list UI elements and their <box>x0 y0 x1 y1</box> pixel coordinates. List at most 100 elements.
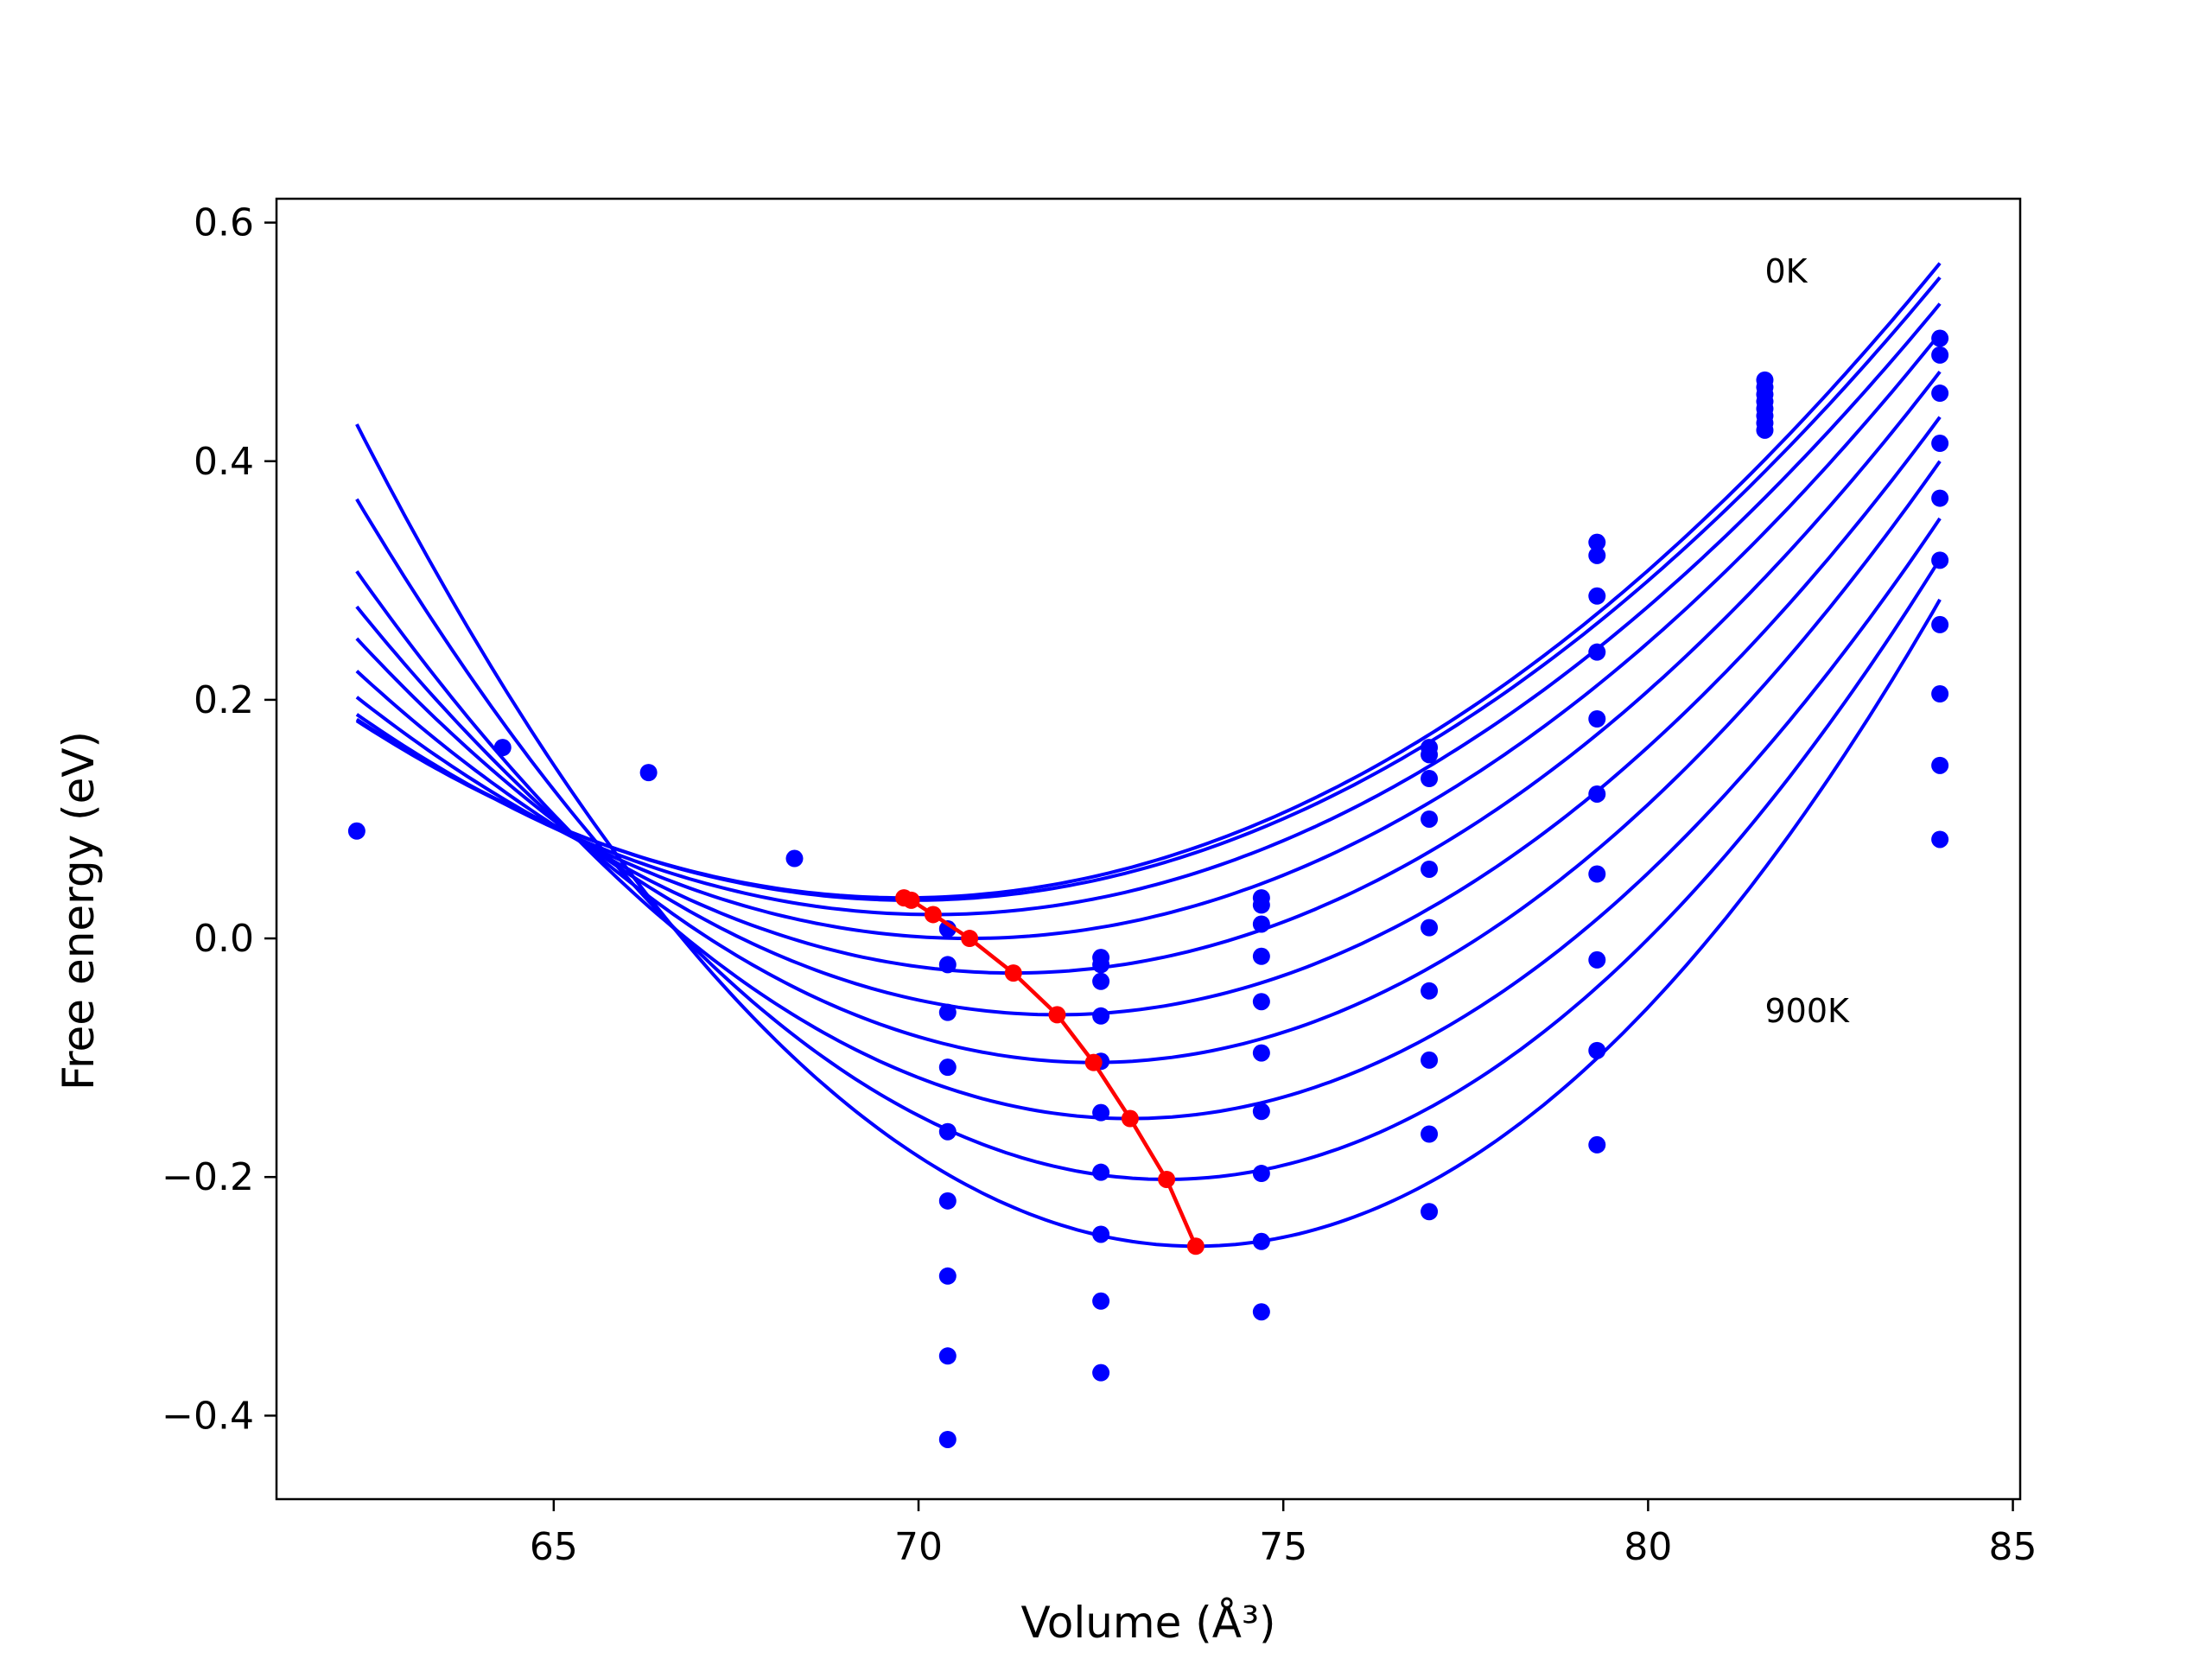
data-point-60 <box>1756 421 1774 439</box>
data-point-51 <box>1588 1041 1606 1059</box>
x-tick-label-2: 75 <box>1259 1525 1307 1569</box>
minimum-path <box>895 889 1205 1255</box>
data-point-31 <box>1252 1232 1270 1250</box>
fit-curves <box>355 262 1942 1249</box>
y-tick-label-5: 0.6 <box>194 201 254 245</box>
data-point-44 <box>1588 546 1606 564</box>
data-point-18 <box>1092 1103 1110 1122</box>
data-point-29 <box>1252 1103 1270 1121</box>
x-tick-label-0: 65 <box>530 1525 578 1569</box>
fit-curve-7 <box>355 517 1942 1121</box>
data-point-67 <box>1931 615 1949 633</box>
fit-curve-8 <box>355 498 1942 1182</box>
data-point-24 <box>1252 896 1270 914</box>
data-point-61 <box>1931 329 1949 347</box>
data-point-1 <box>493 739 512 757</box>
data-point-42 <box>1421 1203 1439 1221</box>
data-point-41 <box>1421 1125 1439 1143</box>
minimum-point-8 <box>1158 1170 1176 1188</box>
data-point-25 <box>1252 915 1270 933</box>
data-point-14 <box>1092 956 1110 974</box>
y-axis-label: Free energy (eV) <box>54 731 104 1090</box>
data-point-3 <box>785 849 804 868</box>
data-point-15 <box>1092 972 1110 990</box>
data-point-48 <box>1588 785 1606 803</box>
plot-frame <box>275 197 2022 1501</box>
minimum-point-2 <box>924 906 942 924</box>
data-point-37 <box>1421 860 1439 878</box>
x-tick-label-1: 70 <box>894 1525 943 1569</box>
data-point-64 <box>1931 435 1949 453</box>
data-point-35 <box>1421 770 1439 788</box>
x-tick-label-3: 80 <box>1624 1525 1672 1569</box>
annotation-0: 0K <box>1764 252 1808 290</box>
data-point-6 <box>938 1003 957 1021</box>
minimum-point-4 <box>1004 964 1022 982</box>
minimum-path-line <box>903 895 1198 1248</box>
data-point-19 <box>1092 1163 1110 1181</box>
data-point-62 <box>1931 346 1949 364</box>
data-point-28 <box>1252 1044 1270 1062</box>
y-tick-label-1: −0.2 <box>162 1155 254 1199</box>
data-point-46 <box>1588 643 1606 661</box>
data-point-16 <box>1092 1007 1110 1025</box>
minimum-point-3 <box>961 930 979 948</box>
x-axis-label: Volume (Å³) <box>1020 1598 1275 1648</box>
data-point-45 <box>1588 587 1606 605</box>
data-point-43 <box>1588 533 1606 551</box>
data-point-30 <box>1252 1165 1270 1183</box>
data-point-47 <box>1588 710 1606 728</box>
minimum-point-7 <box>1121 1109 1139 1128</box>
fit-curve-4 <box>355 370 1942 976</box>
data-point-65 <box>1931 489 1949 507</box>
minimum-point-9 <box>1186 1237 1205 1255</box>
data-point-40 <box>1421 1051 1439 1069</box>
data-point-7 <box>938 1058 957 1077</box>
data-point-26 <box>1252 947 1270 965</box>
data-point-36 <box>1421 810 1439 828</box>
minimum-point-1 <box>902 891 920 909</box>
fit-curve-2 <box>355 302 1942 917</box>
y-tick-label-0: −0.4 <box>162 1394 254 1438</box>
y-tick-label-4: 0.4 <box>194 440 254 484</box>
y-axis-ticks: −0.4 −0.2 0.0 0.2 0.4 0.6 <box>162 201 276 1438</box>
minimum-point-6 <box>1084 1053 1103 1071</box>
x-axis-ticks: 65 70 75 80 85 <box>530 1499 2037 1569</box>
data-point-0 <box>347 822 365 840</box>
data-point-66 <box>1931 551 1949 569</box>
data-point-21 <box>1092 1292 1110 1310</box>
y-tick-label-2: 0.0 <box>194 917 254 961</box>
fit-curve-1 <box>355 276 1942 902</box>
data-point-11 <box>938 1347 957 1365</box>
x-tick-label-4: 85 <box>1989 1525 2037 1569</box>
data-point-20 <box>1092 1225 1110 1243</box>
data-point-4 <box>938 920 957 938</box>
data-point-38 <box>1421 918 1439 937</box>
data-point-22 <box>1092 1363 1110 1382</box>
data-point-39 <box>1421 982 1439 1000</box>
data-point-12 <box>938 1430 957 1448</box>
data-point-52 <box>1588 1135 1606 1154</box>
data-point-69 <box>1931 756 1949 774</box>
fit-curve-6 <box>355 460 1942 1065</box>
data-point-63 <box>1931 385 1949 403</box>
data-point-9 <box>938 1192 957 1210</box>
data-point-5 <box>938 956 957 974</box>
data-point-27 <box>1252 993 1270 1011</box>
data-point-50 <box>1588 950 1606 969</box>
data-point-49 <box>1588 865 1606 883</box>
data-point-8 <box>938 1122 957 1141</box>
data-point-34 <box>1421 746 1439 764</box>
data-point-2 <box>639 764 658 782</box>
minimum-point-5 <box>1048 1006 1066 1024</box>
annotation-1: 900K <box>1764 992 1850 1030</box>
data-point-10 <box>938 1267 957 1285</box>
fit-curve-9 <box>355 423 1942 1249</box>
data-point-32 <box>1252 1303 1270 1321</box>
data-point-70 <box>1931 830 1949 849</box>
data-point-68 <box>1931 685 1949 703</box>
annotations: 0K 900K <box>1764 252 1850 1030</box>
y-tick-label-3: 0.2 <box>194 678 254 722</box>
